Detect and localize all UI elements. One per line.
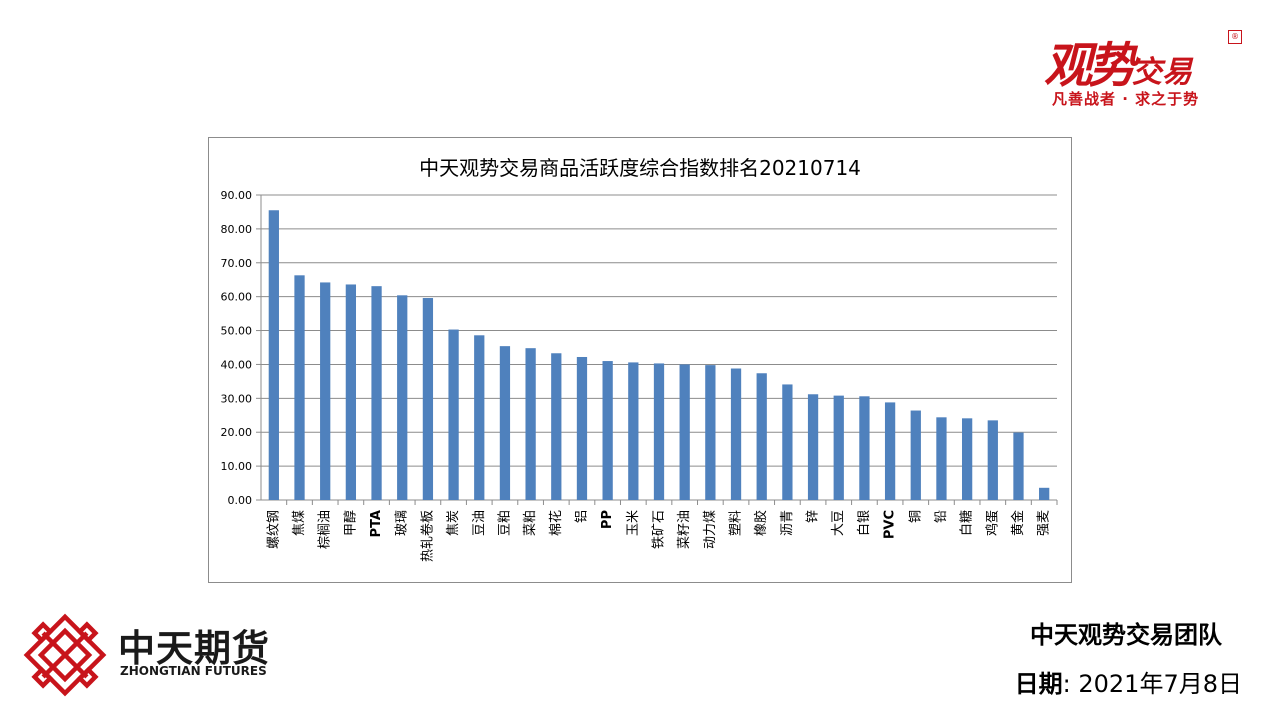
y-tick-label: 50.00 (221, 325, 253, 338)
x-tick-label: PVC (883, 510, 898, 539)
x-tick-label: 甲醇 (342, 510, 358, 536)
brand-slogan: 凡善战者 · 求之于势 (1052, 90, 1200, 108)
x-tick-label: 铅 (934, 510, 949, 523)
x-tick-label: 菜籽油 (677, 510, 692, 549)
x-tick-label: 铜 (908, 510, 923, 523)
chart-frame: 中天观势交易商品活跃度综合指数排名20210714 0.00 10.00 20.00… (208, 137, 1072, 583)
y-tick-label: 80.00 (221, 223, 253, 236)
y-tick-label: 20.00 (221, 426, 253, 439)
x-tick-label: 沥青 (780, 510, 795, 536)
x-tick-label: 焦煤 (292, 510, 307, 536)
x-tick-label: 豆油 (472, 510, 487, 536)
x-tick-label: 鸡蛋 (984, 510, 1000, 536)
x-tick-label: 塑料 (729, 510, 744, 536)
x-tick-label: PTA (369, 510, 384, 537)
bar (576, 356, 588, 500)
bar (294, 275, 305, 500)
x-tick-label: 白糖 (959, 510, 975, 536)
brand-logo: 观势交易 ® 凡善战者 · 求之于势 (1040, 22, 1250, 112)
bar (807, 394, 819, 500)
bar (884, 402, 896, 500)
y-tick-label: 90.00 (221, 189, 253, 202)
x-tick-label: 豆粕 (497, 510, 512, 536)
company-logo: 中天期货 ZHONGTIAN FUTURES (22, 612, 282, 700)
bar (268, 210, 279, 500)
brand-name-small: 交易 (1132, 55, 1193, 90)
y-tick-label: 40.00 (221, 358, 253, 371)
bar (705, 365, 716, 500)
x-tick-label: 玉米 (626, 510, 641, 536)
x-tick-label: 铝 (574, 510, 589, 523)
bar (910, 410, 921, 500)
bar-chart: 中天观势交易商品活跃度综合指数排名20210714 0.00 10.00 20.00… (221, 156, 1058, 562)
y-axis-ticks: 0.00 10.00 20.00 30.00 40.00 50.00 60.00 70.00 8… (221, 189, 253, 507)
x-tick-label: 热轧卷板 (419, 510, 435, 562)
date-value: 2021年7月8日 (1078, 670, 1242, 698)
company-emblem-icon (23, 613, 107, 697)
bar (422, 298, 434, 500)
bar (756, 373, 767, 500)
y-tick-label: 10.00 (221, 460, 253, 473)
bar (1039, 487, 1050, 500)
bar (525, 348, 536, 500)
report-date: 日期: 2021年7月8日 (960, 664, 1242, 699)
company-name-cn: 中天期货 (118, 627, 270, 670)
x-tick-label: 焦炭 (446, 510, 461, 536)
registered-mark: ® (1228, 30, 1242, 44)
x-tick-label: 棕榈油 (318, 510, 333, 549)
x-tick-label: 强麦 (1037, 510, 1052, 536)
x-tick-label: 白银 (856, 510, 872, 536)
bar (833, 395, 844, 500)
date-label: 日期 (1014, 670, 1063, 698)
x-tick-label: 玻璃 (395, 510, 410, 536)
bar (397, 295, 408, 500)
y-tick-label: 30.00 (221, 392, 253, 405)
y-tick-label: 70.00 (221, 257, 253, 270)
bar (679, 364, 690, 500)
bar (474, 335, 485, 500)
bar (345, 284, 357, 500)
bar (320, 282, 331, 500)
y-tick-label: 0.00 (228, 494, 253, 507)
company-name-en: ZHONGTIAN FUTURES (120, 664, 267, 678)
bar (551, 353, 562, 500)
team-name: 中天观势交易团队 (1030, 621, 1222, 649)
x-axis-labels: 螺纹钢 焦煤 棕榈油 甲醇 PTA 玻璃 热轧卷板 焦炭 豆油 豆粕 菜粕 棉花铝 PP 玉米 铁矿石 菜籽油… (266, 510, 1051, 562)
x-tick-label: 锌 (806, 510, 821, 523)
bars (268, 210, 1050, 500)
x-tick-label: 大豆 (831, 510, 846, 536)
bar (448, 329, 459, 500)
bar (1013, 432, 1024, 500)
date-separator: : (1062, 670, 1071, 698)
bar (730, 368, 742, 500)
brand-name-large: 观势 (1044, 38, 1136, 94)
x-tick-label: 黄金 (1010, 510, 1026, 536)
bar (936, 417, 947, 500)
bar (859, 396, 870, 500)
chart-title: 中天观势交易商品活跃度综合指数排名20210714 (419, 156, 861, 180)
x-tick-label: 菜粕 (523, 510, 538, 536)
bar (987, 420, 998, 500)
x-tick-label: 棉花 (548, 510, 564, 536)
bar (961, 418, 973, 500)
bar (628, 362, 639, 500)
x-tick-label: PP (600, 510, 615, 529)
bar (371, 286, 382, 500)
x-tick-label: 铁矿石 (652, 510, 667, 549)
bar (499, 346, 511, 500)
bar (602, 361, 613, 500)
bar (782, 384, 793, 500)
x-tick-label: 动力煤 (703, 510, 718, 549)
y-tick-label: 60.00 (221, 291, 253, 304)
brand-name: 观势交易 (1044, 26, 1192, 96)
x-tick-label: 螺纹钢 (266, 510, 281, 549)
x-tick-label: 橡胶 (753, 510, 769, 536)
bar (653, 363, 665, 500)
